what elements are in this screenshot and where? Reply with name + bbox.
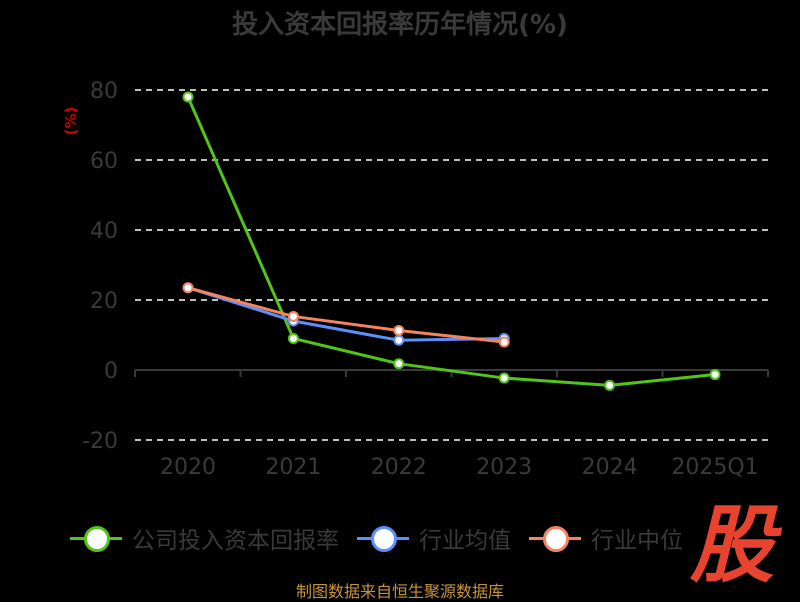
legend-label-industry-avg: 行业均值 [419, 528, 511, 554]
series-line-2 [187, 286, 505, 344]
brand-logo: 股 [690, 495, 775, 594]
legend-label-company: 公司投入资本回报率 [132, 528, 339, 554]
data-point-2 [182, 282, 194, 294]
y-tick-label: 20 [90, 289, 118, 314]
series-line-1 [187, 286, 505, 342]
y-tick-label: -20 [82, 429, 118, 454]
data-point-0 [498, 372, 510, 384]
series-line-0 [186, 96, 716, 387]
y-tick-label: 0 [104, 359, 118, 384]
data-point-0 [604, 379, 616, 391]
x-tick-label: 2023 [476, 455, 532, 480]
legend-marker-industry-avg [357, 518, 409, 558]
y-tick-label: 40 [90, 219, 118, 244]
data-point-0 [287, 333, 299, 344]
y-axis-label: (%) [62, 106, 80, 136]
legend-item-company[interactable]: 公司投入资本回报率 [70, 518, 339, 558]
data-point-0 [709, 369, 721, 381]
data-point-1 [393, 334, 405, 346]
x-tick-label: 2024 [582, 455, 638, 480]
x-tick-label: 2022 [371, 455, 427, 480]
legend: 公司投入资本回报率 行业均值 行业中位 [70, 518, 683, 558]
y-tick-label: 60 [90, 149, 118, 174]
data-point-2 [393, 324, 405, 336]
chart-title: 投入资本回报率历年情况(%) [232, 10, 568, 40]
x-tick-label: 2020 [160, 455, 216, 480]
data-point-0 [182, 91, 194, 103]
data-point-2 [498, 336, 510, 348]
data-point-2 [287, 310, 299, 322]
data-source-note: 制图数据来自恒生聚源数据库 [295, 582, 504, 601]
legend-item-industry-avg[interactable]: 行业均值 [357, 518, 511, 558]
x-tick-label: 2025Q1 [671, 455, 758, 480]
y-tick-label: 80 [90, 79, 118, 104]
data-point-0 [393, 358, 405, 370]
legend-item-industry-median[interactable]: 行业中位 [529, 518, 683, 558]
legend-label-industry-median: 行业中位 [591, 528, 683, 554]
x-tick-label: 2021 [265, 455, 321, 480]
legend-marker-industry-median [529, 518, 581, 558]
legend-marker-company [70, 518, 122, 558]
